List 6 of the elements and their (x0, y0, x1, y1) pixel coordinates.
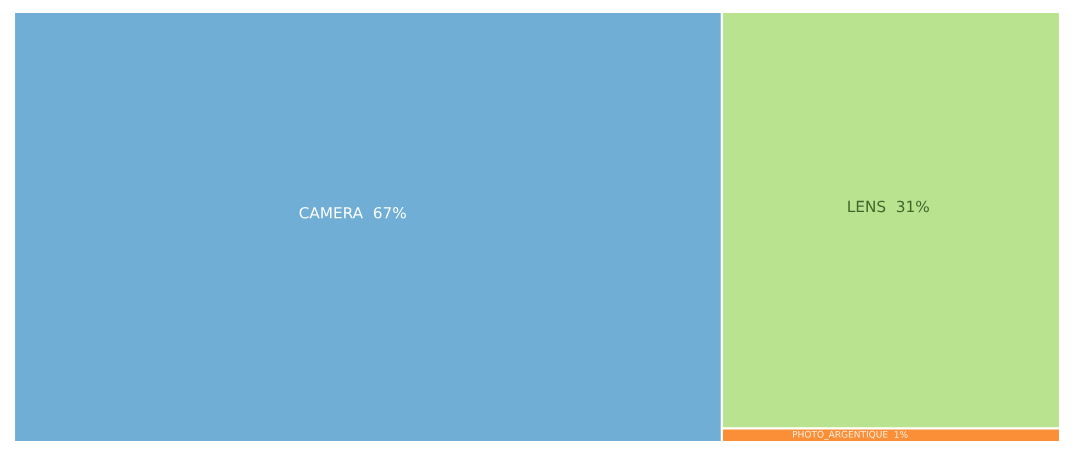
data-label: 1% (894, 431, 908, 438)
category-label: LENS (848, 200, 886, 213)
category-label: CAMERA (299, 206, 363, 219)
data-label: 31% (896, 200, 929, 213)
category-label: PHOTO_ARGENTIQUE (793, 430, 888, 440)
data-label: 67% (373, 206, 406, 219)
